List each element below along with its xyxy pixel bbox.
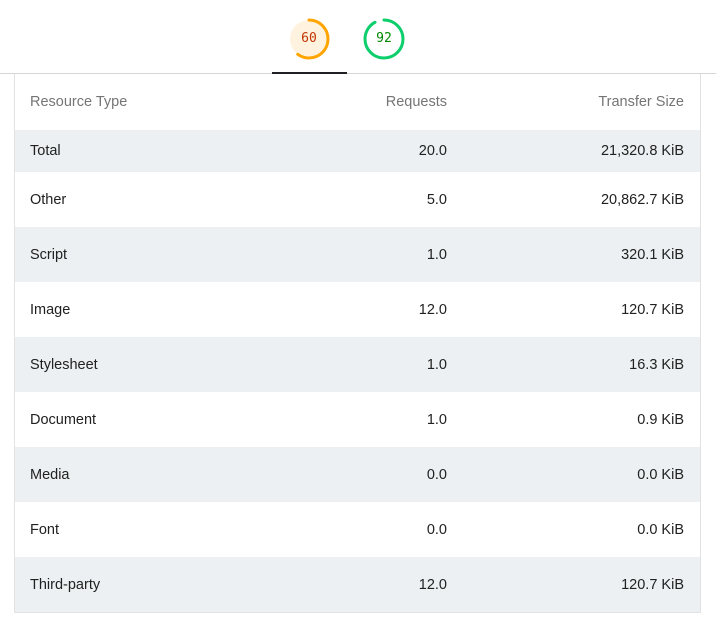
- cell-requests: 0.0: [426, 466, 447, 483]
- cell-requests: 1.0: [426, 411, 447, 428]
- table-row: Script 1.0 320.1 KiB: [15, 227, 700, 282]
- cell-resource-type: Image: [30, 301, 71, 318]
- cell-resource-type: Media: [30, 466, 70, 483]
- cell-requests: 1.0: [426, 246, 447, 263]
- cell-resource-type: Third-party: [30, 576, 101, 593]
- cell-transfer-size: 21,320.8 KiB: [600, 143, 684, 159]
- table-row: Media 0.0 0.0 KiB: [15, 447, 700, 502]
- table-row: Other 5.0 20,862.7 KiB: [15, 172, 700, 227]
- cell-transfer-size: 0.0 KiB: [637, 466, 684, 483]
- table-row: Stylesheet 1.0 16.3 KiB: [15, 337, 700, 392]
- table-row: Third-party 12.0 120.7 KiB: [15, 557, 700, 612]
- table-row: Font 0.0 0.0 KiB: [15, 502, 700, 557]
- cell-requests: 20.0: [418, 143, 447, 159]
- active-tab-indicator: [272, 72, 347, 74]
- cell-transfer-size: 320.1 KiB: [621, 246, 684, 263]
- score-tab-60[interactable]: 60: [288, 18, 330, 60]
- cell-requests: 12.0: [418, 301, 447, 318]
- score-value: 60: [301, 31, 317, 46]
- cell-resource-type: Total: [30, 143, 61, 159]
- score-tab-92[interactable]: 92: [363, 18, 405, 60]
- cell-requests: 0.0: [426, 521, 447, 538]
- score-value: 92: [376, 31, 392, 46]
- cell-transfer-size: 0.9 KiB: [637, 411, 684, 428]
- score-tabs: 60 92: [0, 0, 716, 74]
- cell-resource-type: Document: [30, 411, 97, 428]
- table-header: Resource Type Requests Transfer Size: [15, 74, 700, 130]
- score-gauge-icon: [288, 18, 330, 60]
- cell-resource-type: Script: [30, 246, 68, 263]
- cell-transfer-size: 120.7 KiB: [621, 301, 684, 318]
- table-row: Image 12.0 120.7 KiB: [15, 282, 700, 337]
- table-row: Total 20.0 21,320.8 KiB: [15, 130, 700, 172]
- table-row: Document 1.0 0.9 KiB: [15, 392, 700, 447]
- cell-resource-type: Stylesheet: [30, 356, 98, 373]
- cell-requests: 5.0: [426, 191, 447, 208]
- cell-requests: 12.0: [418, 576, 447, 593]
- header-transfer-size: Transfer Size: [598, 94, 684, 110]
- cell-resource-type: Other: [30, 191, 67, 208]
- cell-transfer-size: 120.7 KiB: [621, 576, 684, 593]
- resource-summary-table: Resource Type Requests Transfer Size Tot…: [14, 74, 701, 613]
- cell-requests: 1.0: [426, 356, 447, 373]
- header-resource-type: Resource Type: [30, 94, 128, 110]
- cell-transfer-size: 20,862.7 KiB: [600, 191, 684, 208]
- cell-transfer-size: 16.3 KiB: [629, 356, 684, 373]
- header-requests: Requests: [385, 94, 447, 110]
- score-gauge-icon: [363, 18, 405, 60]
- cell-resource-type: Font: [30, 521, 60, 538]
- cell-transfer-size: 0.0 KiB: [637, 521, 684, 538]
